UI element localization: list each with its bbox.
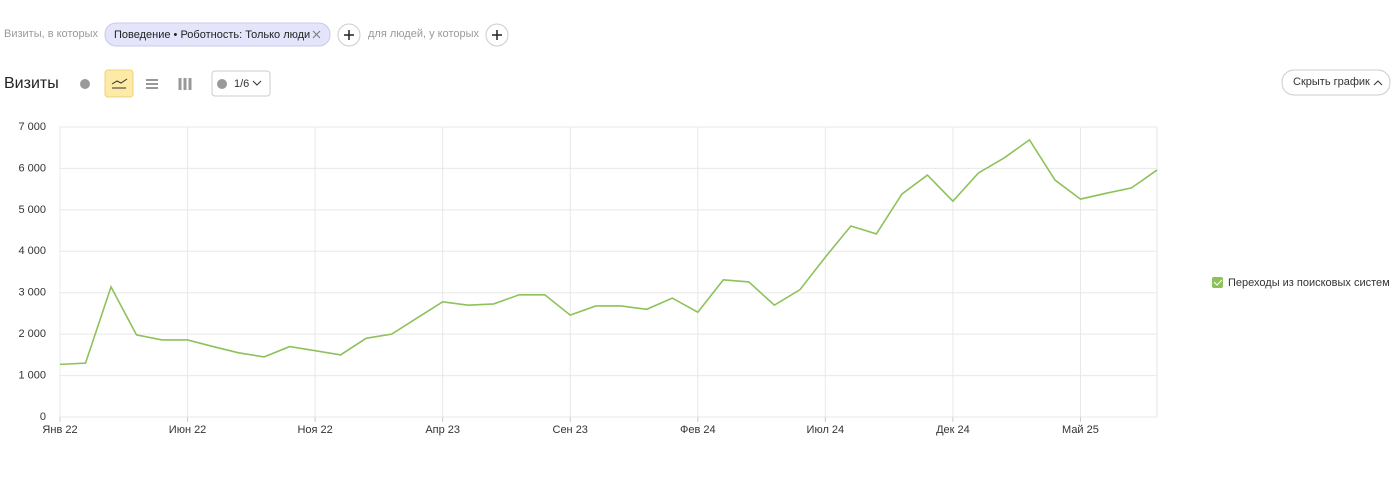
x-tick-label: Июн 22 xyxy=(169,424,207,436)
add-icon xyxy=(344,30,354,40)
plot-area xyxy=(59,126,1158,418)
x-tick-label: Дек 24 xyxy=(936,424,970,436)
hide-chart-button[interactable] xyxy=(1281,69,1391,96)
y-tick-label: 3 000 xyxy=(18,287,46,299)
x-tick-label: Янв 22 xyxy=(42,424,77,436)
series-count: 1/6 xyxy=(234,78,249,90)
series-icon xyxy=(217,79,227,89)
x-tick-label: Июл 24 xyxy=(807,424,845,436)
chip-close[interactable] xyxy=(312,30,321,39)
filter-chip[interactable] xyxy=(104,22,331,47)
chevron xyxy=(252,80,262,86)
x-tick-label: Сен 23 xyxy=(553,424,588,436)
y-tick-label: 0 xyxy=(40,411,46,423)
y-tick-label: 5 000 xyxy=(18,204,46,216)
y-tick-label: 6 000 xyxy=(18,162,46,174)
check xyxy=(1213,279,1223,286)
series-select[interactable] xyxy=(211,70,271,97)
area-icon[interactable] xyxy=(146,79,158,89)
legend-label: Переходы из поисковых систем xyxy=(1228,277,1390,289)
section-title: Визиты xyxy=(4,75,59,92)
x-tick-label: Май 25 xyxy=(1062,424,1099,436)
line-icon xyxy=(111,78,128,89)
x-tick-label: Ноя 22 xyxy=(297,424,332,436)
chevron xyxy=(1373,80,1383,86)
pie-icon[interactable] xyxy=(80,79,90,89)
y-tick-label: 4 000 xyxy=(18,245,46,257)
hide-chart-text: Скрыть график xyxy=(1293,76,1370,88)
legend-checkbox[interactable] xyxy=(1212,277,1223,288)
add-icon xyxy=(492,30,502,40)
y-tick-label: 2 000 xyxy=(18,328,46,340)
y-tick-label: 7 000 xyxy=(18,121,46,133)
filter-label: для людей, у которых xyxy=(368,28,479,40)
filter-chip-text: Поведение • Роботность: Только люди xyxy=(114,29,310,41)
x-tick-label: Фев 24 xyxy=(680,424,716,436)
filter-label: Визиты, в которых xyxy=(4,28,98,40)
line-mode[interactable] xyxy=(104,69,134,98)
series-line xyxy=(59,138,1158,366)
x-tick-label: Апр 23 xyxy=(425,424,460,436)
bar-icon[interactable] xyxy=(178,78,192,90)
y-tick-label: 1 000 xyxy=(18,369,46,381)
